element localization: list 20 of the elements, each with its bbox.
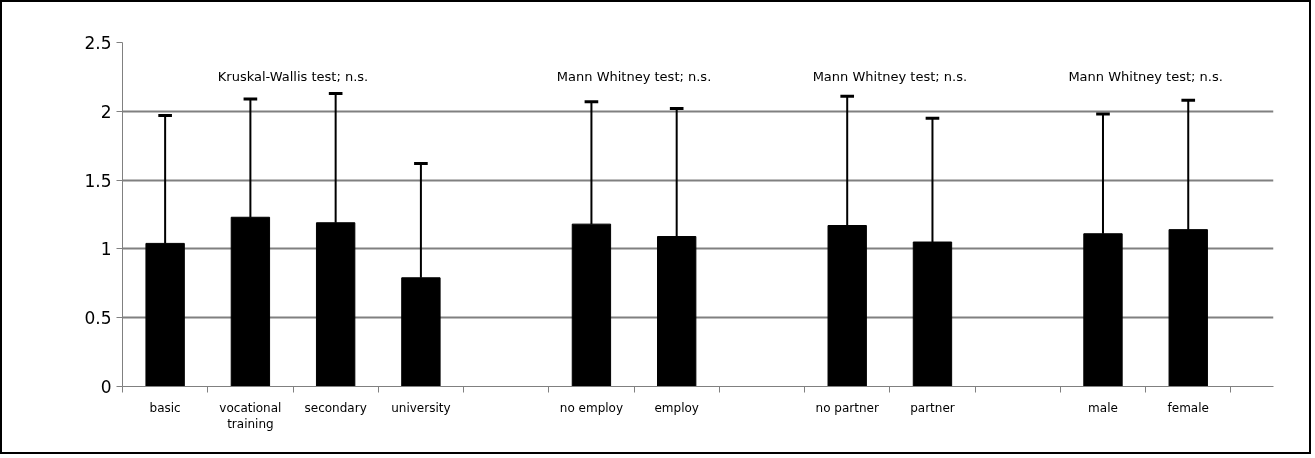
y-tick-label: 0: [100, 377, 112, 397]
x-tick-label: partner: [910, 400, 955, 415]
y-tick-label: 1.5: [84, 170, 112, 191]
x-tick-label: basic: [149, 400, 181, 415]
x-tick-label: no employ: [559, 400, 624, 415]
annotation: Mann Whitney test; n.s.: [1068, 69, 1223, 85]
x-tick-label: vocational training: [219, 400, 282, 432]
annotation: Mann Whitney test; n.s.: [556, 69, 712, 85]
x-tick-label: employ: [654, 400, 699, 415]
x-tick-label: secondary: [304, 400, 367, 415]
x-tick-label: female: [1167, 400, 1209, 415]
x-tick-label: male: [1088, 400, 1118, 415]
y-tick-label: 0.5: [84, 308, 112, 329]
y-tick-label: 2.5: [84, 33, 112, 53]
annotation: Kruskal-Wallis test; n.s.: [217, 69, 369, 85]
x-tick-label: university: [391, 400, 451, 415]
y-tick-label: 2: [100, 101, 112, 122]
x-tick-label: no partner: [815, 400, 879, 415]
y-tick-label: 1: [100, 239, 112, 260]
annotation: Mann Whitney test; n.s.: [812, 69, 968, 85]
